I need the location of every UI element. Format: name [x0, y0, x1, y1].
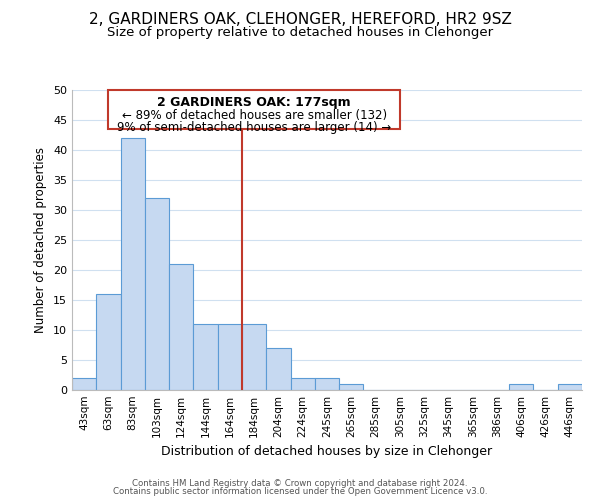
Bar	[290, 378, 315, 390]
Bar	[339, 384, 364, 390]
Y-axis label: Number of detached properties: Number of detached properties	[34, 147, 47, 333]
Bar	[72, 378, 96, 390]
Bar	[121, 138, 145, 390]
Bar	[218, 324, 242, 390]
Bar	[96, 294, 121, 390]
Text: Contains HM Land Registry data © Crown copyright and database right 2024.: Contains HM Land Registry data © Crown c…	[132, 478, 468, 488]
Bar	[266, 348, 290, 390]
X-axis label: Distribution of detached houses by size in Clehonger: Distribution of detached houses by size …	[161, 446, 493, 458]
Bar	[193, 324, 218, 390]
Bar	[558, 384, 582, 390]
FancyBboxPatch shape	[109, 90, 400, 129]
Text: 9% of semi-detached houses are larger (14) →: 9% of semi-detached houses are larger (1…	[117, 122, 391, 134]
Bar	[509, 384, 533, 390]
Bar	[315, 378, 339, 390]
Bar	[169, 264, 193, 390]
Text: 2, GARDINERS OAK, CLEHONGER, HEREFORD, HR2 9SZ: 2, GARDINERS OAK, CLEHONGER, HEREFORD, H…	[89, 12, 511, 28]
Bar	[242, 324, 266, 390]
Text: ← 89% of detached houses are smaller (132): ← 89% of detached houses are smaller (13…	[122, 110, 387, 122]
Bar	[145, 198, 169, 390]
Text: Size of property relative to detached houses in Clehonger: Size of property relative to detached ho…	[107, 26, 493, 39]
Text: Contains public sector information licensed under the Open Government Licence v3: Contains public sector information licen…	[113, 487, 487, 496]
Text: 2 GARDINERS OAK: 177sqm: 2 GARDINERS OAK: 177sqm	[157, 96, 351, 109]
